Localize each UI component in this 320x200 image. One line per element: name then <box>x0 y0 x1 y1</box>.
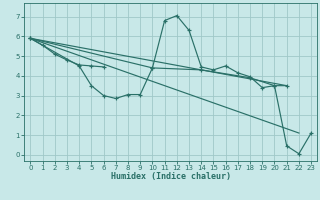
X-axis label: Humidex (Indice chaleur): Humidex (Indice chaleur) <box>111 172 231 181</box>
